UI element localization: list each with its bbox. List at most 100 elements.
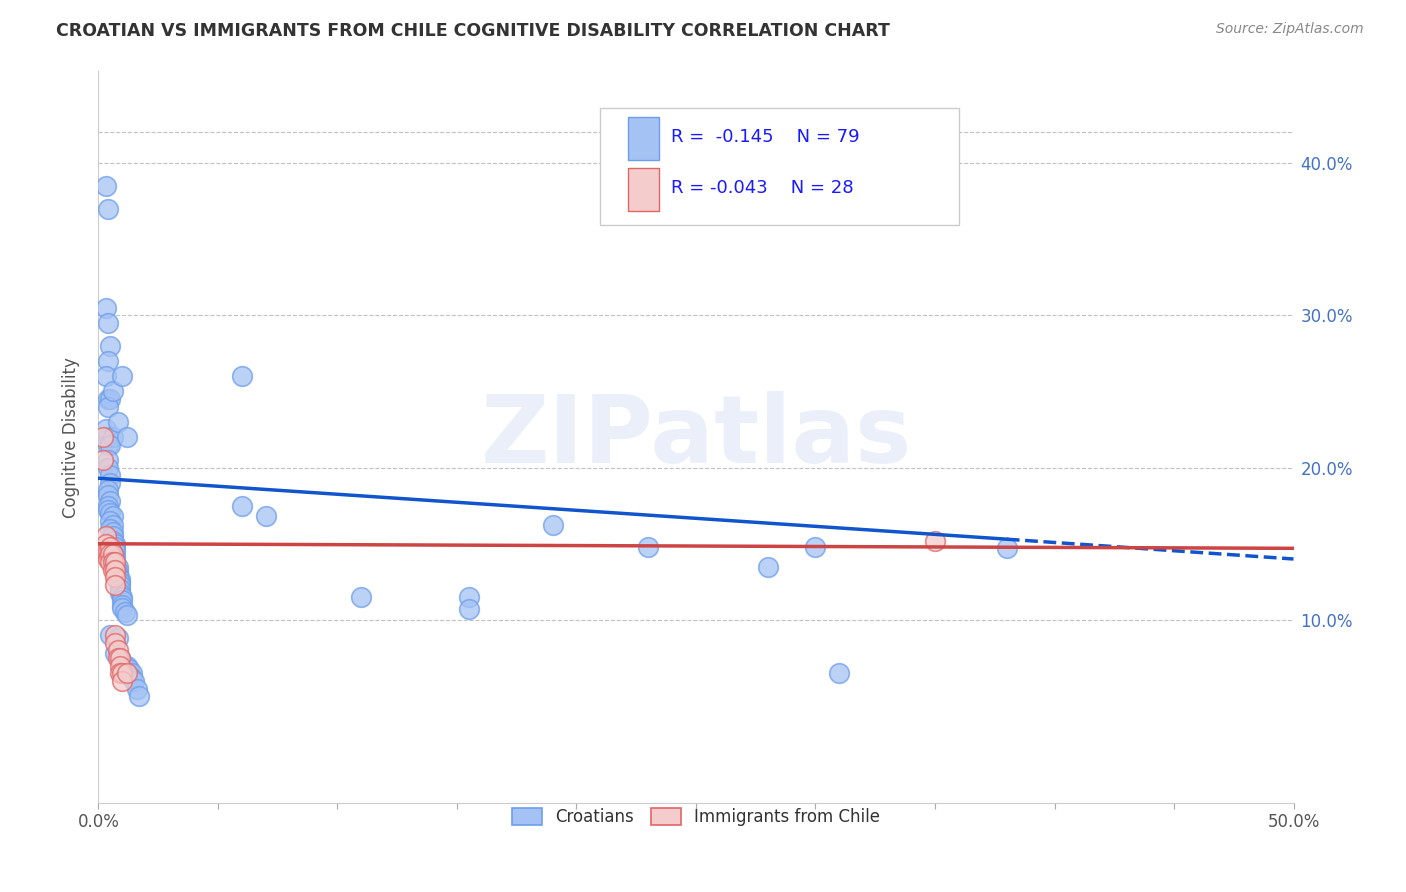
Point [107, 415, 129, 429]
Point [97, 202, 120, 216]
Point [111, 600, 134, 615]
Text: R =  -0.145    N = 79: R = -0.145 N = 79 [671, 128, 859, 145]
Point [804, 540, 827, 554]
Point [98, 521, 122, 535]
Point [97, 460, 120, 475]
Point [98, 540, 122, 554]
Point [125, 681, 148, 696]
Point [231, 369, 253, 384]
Point [104, 555, 127, 569]
Point [128, 689, 150, 703]
Point [97, 499, 120, 513]
Point [108, 578, 131, 592]
Point [111, 593, 134, 607]
Point [101, 509, 124, 524]
Point [101, 529, 124, 543]
Point [101, 384, 124, 399]
Point [115, 608, 138, 623]
Point [91, 430, 114, 444]
Point [107, 564, 129, 578]
FancyBboxPatch shape [628, 168, 659, 211]
Point [94, 529, 117, 543]
Point [108, 582, 131, 597]
Point [111, 656, 134, 670]
Point [98, 514, 122, 528]
Point [97, 483, 120, 498]
Text: R = -0.043    N = 28: R = -0.043 N = 28 [671, 178, 853, 197]
Point [458, 590, 481, 604]
Point [98, 338, 122, 352]
Point [107, 651, 129, 665]
Point [104, 555, 127, 569]
Point [98, 468, 122, 483]
Point [97, 503, 120, 517]
Point [104, 552, 127, 566]
Point [91, 453, 114, 467]
Legend: Croatians, Immigrants from Chile: Croatians, Immigrants from Chile [503, 800, 889, 835]
Point [94, 301, 117, 315]
Point [101, 524, 124, 539]
Point [104, 549, 127, 563]
Point [114, 605, 136, 619]
Point [121, 671, 143, 685]
Point [101, 533, 124, 548]
Point [118, 662, 141, 676]
Point [104, 628, 127, 642]
Point [94, 544, 117, 558]
Point [97, 438, 120, 452]
Point [115, 430, 138, 444]
Point [97, 544, 120, 558]
Point [350, 590, 373, 604]
Point [108, 574, 131, 589]
Point [107, 559, 129, 574]
Point [108, 666, 131, 681]
Point [98, 475, 122, 490]
Point [104, 647, 127, 661]
Point [111, 666, 134, 681]
Point [231, 499, 253, 513]
Point [108, 658, 131, 673]
Point [458, 602, 481, 616]
Point [97, 392, 120, 406]
Point [98, 555, 122, 569]
Point [124, 673, 146, 688]
Point [98, 506, 122, 520]
Point [108, 585, 131, 599]
Point [104, 540, 127, 554]
Point [924, 533, 946, 548]
Point [108, 572, 131, 586]
Point [98, 628, 122, 642]
Point [97, 430, 120, 444]
Point [94, 537, 117, 551]
Point [94, 422, 117, 436]
Point [104, 544, 127, 558]
Point [94, 369, 117, 384]
Text: ZIPatlas: ZIPatlas [481, 391, 911, 483]
Point [995, 541, 1018, 556]
Point [104, 578, 127, 592]
Y-axis label: Cognitive Disability: Cognitive Disability [62, 357, 80, 517]
Point [101, 518, 124, 533]
Point [97, 316, 120, 330]
Point [107, 570, 129, 584]
FancyBboxPatch shape [600, 108, 959, 225]
Point [97, 552, 120, 566]
Point [97, 453, 120, 467]
Point [121, 666, 143, 681]
Point [111, 369, 134, 384]
Point [101, 548, 124, 562]
Point [107, 643, 129, 657]
Point [828, 666, 851, 681]
Point [101, 430, 124, 444]
Point [111, 673, 134, 688]
Point [254, 509, 277, 524]
Point [104, 570, 127, 584]
Point [107, 632, 129, 646]
Point [101, 555, 124, 569]
Point [104, 563, 127, 577]
Point [94, 178, 117, 193]
Point [756, 559, 779, 574]
Point [97, 354, 120, 368]
Point [98, 438, 122, 452]
FancyBboxPatch shape [628, 117, 659, 160]
